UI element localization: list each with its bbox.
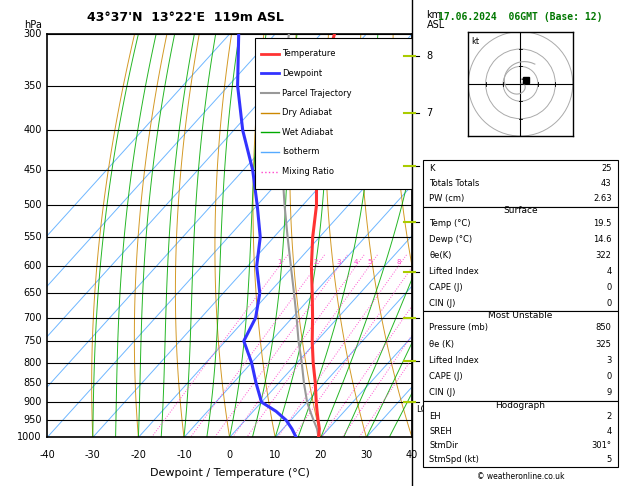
Text: 350: 350 (23, 81, 42, 91)
Text: Dewpoint / Temperature (°C): Dewpoint / Temperature (°C) (150, 468, 309, 478)
Text: 43°37'N  13°22'E  119m ASL: 43°37'N 13°22'E 119m ASL (87, 11, 284, 24)
Text: Hodograph: Hodograph (496, 401, 545, 410)
Text: 600: 600 (23, 261, 42, 271)
Text: StmSpd (kt): StmSpd (kt) (430, 455, 479, 464)
Text: LCL: LCL (416, 405, 431, 414)
Text: 322: 322 (596, 251, 611, 260)
Text: 20: 20 (314, 450, 327, 459)
Text: hPa: hPa (24, 20, 42, 30)
Bar (423, 160, 618, 207)
Bar (423, 311, 618, 401)
Text: Mixing Ratio: Mixing Ratio (282, 167, 335, 176)
Text: Lifted Index: Lifted Index (430, 267, 479, 276)
Text: 19.5: 19.5 (593, 219, 611, 228)
Text: 4: 4 (606, 427, 611, 435)
Text: CIN (J): CIN (J) (430, 388, 456, 398)
Text: 30: 30 (360, 450, 372, 459)
Text: Surface: Surface (503, 207, 538, 215)
Text: K: K (430, 164, 435, 173)
Text: 500: 500 (23, 200, 42, 210)
Text: 550: 550 (23, 232, 42, 242)
Text: 900: 900 (23, 397, 42, 407)
Text: 4: 4 (426, 267, 433, 277)
Text: kt: kt (472, 37, 480, 46)
Text: Dewp (°C): Dewp (°C) (430, 235, 472, 244)
Text: 1000: 1000 (17, 433, 42, 442)
Text: 1: 1 (426, 397, 433, 407)
Text: Pressure (mb): Pressure (mb) (430, 323, 488, 332)
Text: 2: 2 (314, 259, 318, 265)
Text: 10: 10 (269, 450, 281, 459)
Text: EH: EH (430, 412, 441, 421)
Text: 8: 8 (426, 51, 433, 61)
Text: 750: 750 (23, 336, 42, 346)
Text: 3: 3 (606, 356, 611, 365)
Text: 1: 1 (277, 259, 282, 265)
Text: CAPE (J): CAPE (J) (430, 372, 463, 381)
Text: km
ASL: km ASL (426, 10, 445, 30)
Text: Dry Adiabat: Dry Adiabat (282, 108, 332, 117)
Text: 950: 950 (23, 415, 42, 425)
Text: 25: 25 (601, 164, 611, 173)
Text: 43: 43 (601, 179, 611, 188)
Text: 5: 5 (606, 455, 611, 464)
Bar (423, 207, 618, 311)
Text: 14.6: 14.6 (593, 235, 611, 244)
Text: 4: 4 (353, 259, 358, 265)
Text: 0: 0 (226, 450, 233, 459)
Text: Most Unstable: Most Unstable (488, 311, 553, 320)
FancyBboxPatch shape (255, 38, 412, 190)
Text: -40: -40 (39, 450, 55, 459)
Text: 0: 0 (606, 372, 611, 381)
Text: Temperature: Temperature (282, 49, 336, 58)
Text: 8: 8 (396, 259, 401, 265)
Text: 40: 40 (406, 450, 418, 459)
Text: SREH: SREH (430, 427, 452, 435)
Text: Isotherm: Isotherm (282, 147, 320, 156)
Text: 325: 325 (596, 340, 611, 348)
Text: 3: 3 (337, 259, 342, 265)
Text: 700: 700 (23, 313, 42, 323)
Text: StmDir: StmDir (430, 441, 459, 450)
Text: Temp (°C): Temp (°C) (430, 219, 471, 228)
Text: 850: 850 (23, 378, 42, 388)
Text: 5: 5 (367, 259, 371, 265)
Text: 2.63: 2.63 (593, 194, 611, 203)
Text: 650: 650 (23, 288, 42, 298)
Text: -20: -20 (130, 450, 147, 459)
Text: 17.06.2024  06GMT (Base: 12): 17.06.2024 06GMT (Base: 12) (438, 12, 603, 22)
Text: 450: 450 (23, 165, 42, 175)
Text: 5: 5 (426, 217, 433, 226)
Text: 800: 800 (23, 358, 42, 367)
Bar (423, 401, 618, 467)
Text: 0: 0 (606, 282, 611, 292)
Text: PW (cm): PW (cm) (430, 194, 465, 203)
Text: 300: 300 (23, 29, 42, 39)
Text: 4: 4 (606, 267, 611, 276)
Text: Totals Totals: Totals Totals (430, 179, 480, 188)
Text: 850: 850 (596, 323, 611, 332)
Text: 2: 2 (426, 356, 433, 365)
Text: 3: 3 (426, 313, 433, 323)
Text: Dewpoint: Dewpoint (282, 69, 323, 78)
Text: θe (K): θe (K) (430, 340, 454, 348)
Text: Lifted Index: Lifted Index (430, 356, 479, 365)
Text: 9: 9 (606, 388, 611, 398)
Text: 301°: 301° (592, 441, 611, 450)
Text: 7: 7 (426, 108, 433, 118)
Text: CAPE (J): CAPE (J) (430, 282, 463, 292)
Text: Parcel Trajectory: Parcel Trajectory (282, 88, 352, 98)
Text: Mixing Ratio (g/kg): Mixing Ratio (g/kg) (455, 196, 464, 276)
Text: © weatheronline.co.uk: © weatheronline.co.uk (477, 472, 564, 481)
Text: -30: -30 (85, 450, 101, 459)
Text: 6: 6 (426, 161, 433, 171)
Text: -10: -10 (176, 450, 192, 459)
Text: CIN (J): CIN (J) (430, 298, 456, 308)
Text: 2: 2 (606, 412, 611, 421)
Text: 400: 400 (23, 125, 42, 136)
Text: 0: 0 (606, 298, 611, 308)
Text: Wet Adiabat: Wet Adiabat (282, 128, 333, 137)
Text: θe(K): θe(K) (430, 251, 452, 260)
